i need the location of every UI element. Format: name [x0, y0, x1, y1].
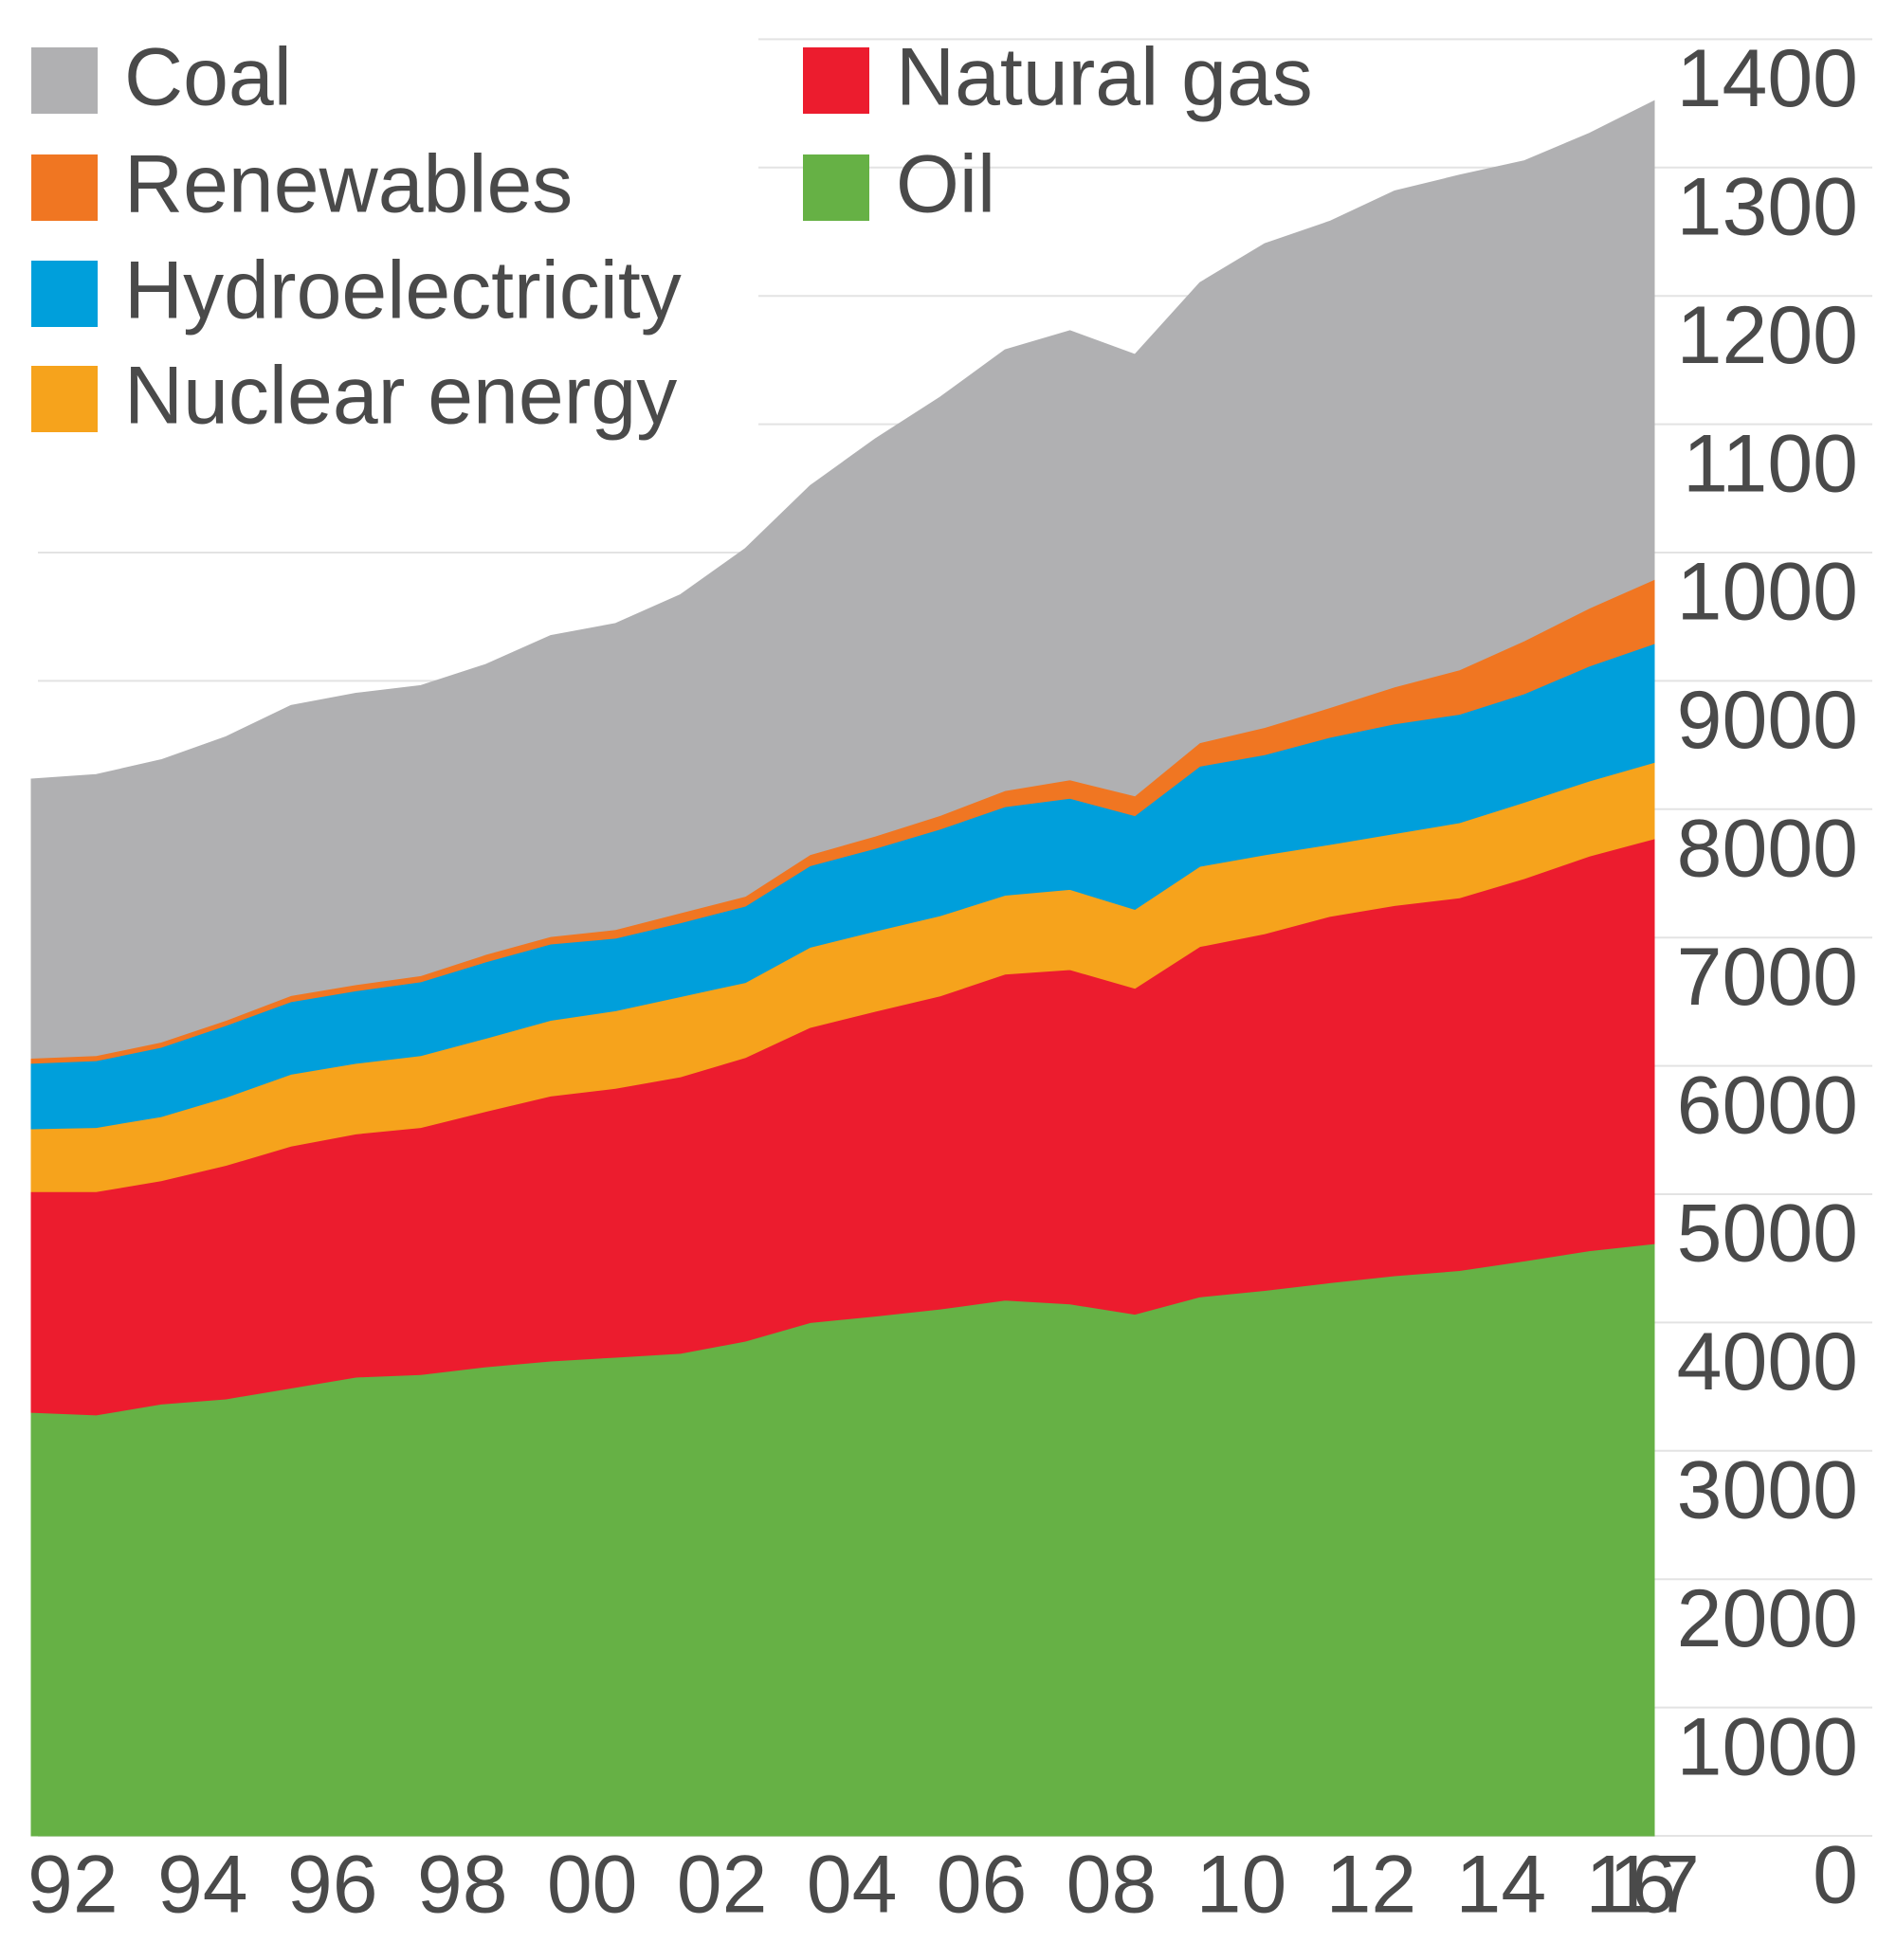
legend-swatch	[803, 47, 869, 114]
y-tick-label: 1200	[1677, 290, 1858, 381]
legend-label: Coal	[124, 32, 292, 123]
x-tick-label: 06	[937, 1840, 1028, 1931]
x-tick-label: 02	[677, 1840, 768, 1931]
x-tick-label: 00	[547, 1840, 638, 1931]
y-tick-label: 8000	[1677, 804, 1858, 895]
legend-label: Renewables	[124, 139, 573, 230]
x-tick-label: 04	[807, 1840, 898, 1931]
y-tick-label: 6000	[1677, 1060, 1858, 1151]
legend-label: Nuclear energy	[124, 351, 677, 442]
y-tick-label: 7000	[1677, 932, 1858, 1023]
x-tick-label: 08	[1066, 1840, 1158, 1931]
legend-label: Hydroelectricity	[124, 245, 682, 336]
legend-label: Natural gas	[896, 32, 1313, 123]
y-tick-label: 1000	[1677, 547, 1858, 638]
x-tick-label: 12	[1326, 1840, 1417, 1931]
y-tick-label: 2000	[1677, 1573, 1858, 1664]
x-tick-label: 98	[417, 1840, 508, 1931]
labels: 0100020003000400050006000700080009000100…	[27, 32, 1858, 1931]
legend-swatch	[31, 261, 98, 327]
y-tick-label: 1100	[1683, 418, 1858, 509]
legend-swatch	[31, 366, 98, 432]
x-tick-label: 10	[1196, 1840, 1287, 1931]
area	[30, 100, 1655, 1059]
areas	[30, 100, 1655, 1837]
y-tick-label: 4000	[1677, 1316, 1858, 1407]
y-tick-label: 1400	[1677, 33, 1858, 124]
x-tick-label: 92	[27, 1840, 118, 1931]
legend-swatch	[31, 154, 98, 221]
x-tick-label: 14	[1456, 1840, 1547, 1931]
x-tick-label: 17	[1609, 1840, 1700, 1931]
y-tick-label: 5000	[1677, 1189, 1858, 1279]
x-tick-label: 16	[1586, 1840, 1677, 1931]
x-tick-label: 94	[157, 1840, 248, 1931]
y-tick-label: 1000	[1677, 1701, 1858, 1792]
y-tick-label: 3000	[1677, 1445, 1858, 1536]
y-tick-label: 9000	[1677, 675, 1858, 766]
legend-swatch	[31, 47, 98, 114]
legend-swatch	[803, 154, 869, 221]
x-tick-label: 96	[287, 1840, 378, 1931]
y-tick-label: 1300	[1677, 162, 1858, 253]
legend-label: Oil	[896, 139, 995, 230]
y-tick-label: 0	[1813, 1830, 1858, 1921]
